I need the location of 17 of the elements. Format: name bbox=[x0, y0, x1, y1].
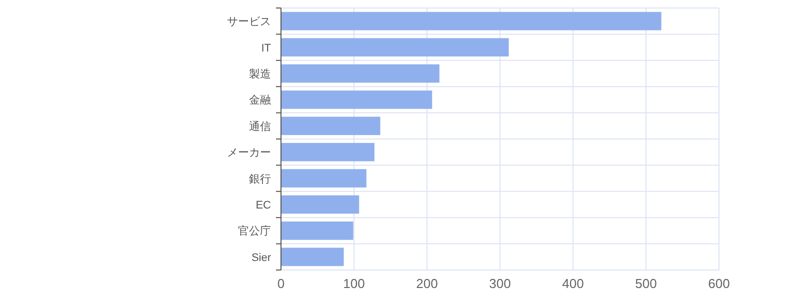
x-tick-label: 500 bbox=[635, 276, 657, 291]
y-tick-label: Sier bbox=[251, 252, 272, 264]
y-tick-label: 銀行 bbox=[249, 173, 271, 186]
y-tick-label: EC bbox=[256, 200, 272, 212]
y-tick-label: 通信 bbox=[249, 120, 271, 133]
x-tick-label: 300 bbox=[489, 276, 511, 291]
y-tick-label: 官公庁 bbox=[238, 224, 271, 238]
y-tick-label: サービス bbox=[227, 16, 271, 28]
y-tick-label: IT bbox=[261, 42, 272, 54]
y-tick-label: 製造 bbox=[249, 68, 271, 80]
x-tick-label: 400 bbox=[562, 276, 584, 291]
x-tick-label: 100 bbox=[343, 276, 365, 291]
y-tick-label: 金融 bbox=[249, 94, 271, 107]
x-tick-label: 0 bbox=[277, 276, 285, 291]
x-tick-label: 200 bbox=[416, 276, 438, 291]
x-tick-label: 600 bbox=[708, 276, 730, 291]
y-tick-label: メーカー bbox=[227, 147, 271, 160]
